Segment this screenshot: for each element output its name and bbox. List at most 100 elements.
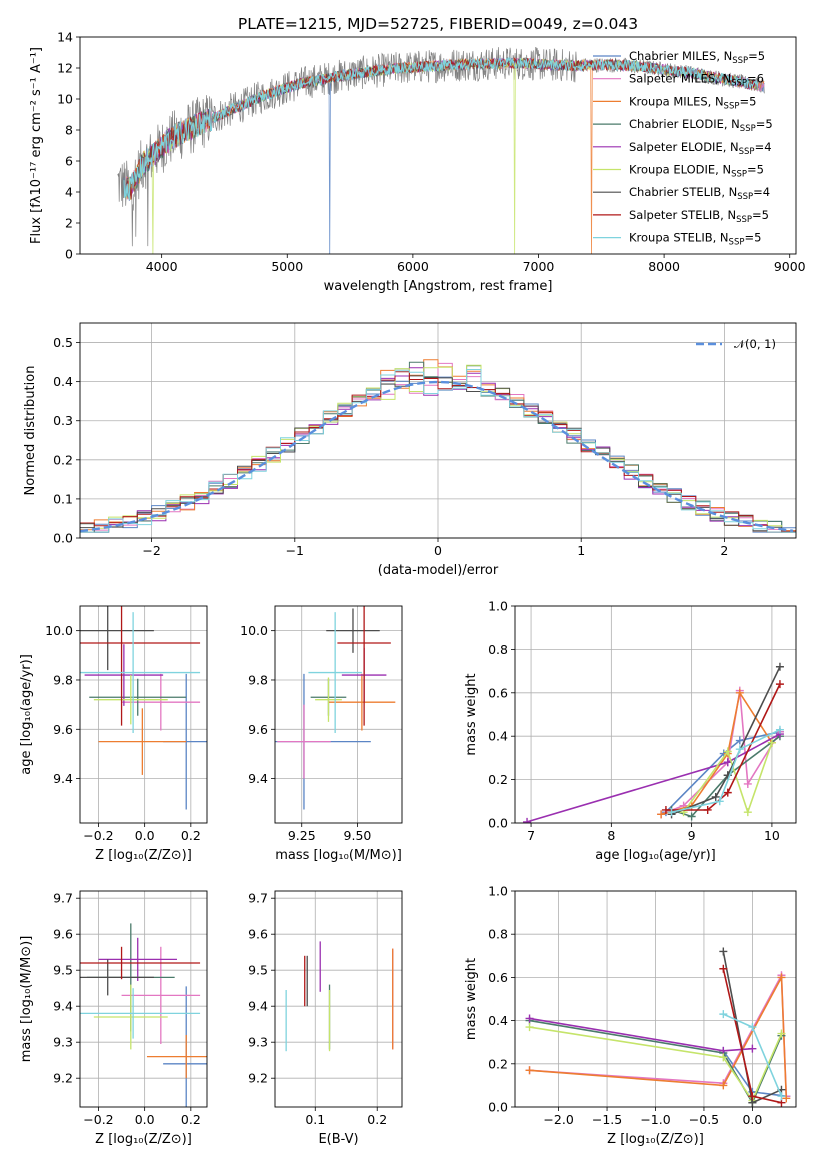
y-tick-label: 9.2 [248,1071,268,1086]
y-tick-label: 0.2 [488,772,508,787]
x-tick-label: 7 [527,828,535,843]
x-tick-label: 8 [607,828,615,843]
y-axis-label: mass [log₁₀(M/M⊙)] [19,936,34,1063]
plot-area [523,662,784,823]
legend-name: Chabrier ELODIE, N [629,117,740,131]
weight-marker [735,688,744,697]
x-axis-label: Z [log₁₀(Z/Z⊙)] [95,1132,192,1147]
plot-area [80,923,207,1107]
y-axis-label: Normed distribution [23,366,38,496]
legend-subscript: SSP [739,147,755,157]
x-tick-label: −1.0 [640,1112,670,1127]
y-tick-label: 10.0 [45,623,73,638]
legend-label: 𝒩(0, 1) [734,337,776,351]
legend-name: Kroupa ELODIE, N [629,163,731,177]
x-axis-label: (data-model)/error [378,563,499,578]
weight-marker [723,758,732,767]
x-tick-label: −1 [286,543,304,558]
weight-line-1 [665,731,781,813]
axes-frame [79,605,208,824]
legend-subscript: SSP [737,192,753,202]
weight-marker [657,810,666,819]
x-tick-label: 0 [434,543,442,558]
legend-count: =5 [739,94,756,108]
y-tick-label: 0.4 [488,1013,508,1028]
y-tick-label: 9.5 [248,963,268,978]
weight-marker [523,817,532,823]
legend-count: =4 [755,140,772,154]
weight-marker [715,797,724,806]
y-tick-label: 9.8 [248,672,268,687]
axes-frame [79,322,797,539]
y-tick-label: 9.2 [53,1071,73,1086]
weight-marker [719,947,728,956]
legend-label: Chabrier STELIB, NSSP=4 [629,185,770,202]
y-tick-label: 9.6 [53,927,73,942]
weight-marker [775,725,784,734]
weight-marker [525,1066,534,1075]
x-tick-label: 2 [720,543,728,558]
weight-marker [767,738,776,747]
weight-marker [777,973,786,982]
y-tick-label: 0.2 [53,452,73,467]
y-tick-label: 0.4 [53,374,73,389]
legend-subscript: SSP [724,101,740,111]
x-tick-label: −0.2 [83,1112,113,1127]
y-tick-label: 0 [65,247,73,262]
y-tick-label: 9.6 [248,927,268,942]
legend-label: Salpeter ELODIE, NSSP=4 [629,140,772,157]
weight-marker [687,812,696,821]
legend-name: Salpeter ELODIE, N [629,140,739,154]
weight-marker [525,1023,534,1032]
y-tick-label: 14 [57,30,73,45]
x-tick-label: 0.0 [135,828,155,843]
legend-count: =5 [756,117,773,131]
y-tick-label: 9.5 [53,963,73,978]
y-tick-label: 9.6 [248,722,268,737]
y-tick-label: 0.6 [488,685,508,700]
weight-line-3 [529,974,788,1099]
plot-area [285,941,394,1052]
x-axis-label: Z [log₁₀(Z/Z⊙)] [95,848,192,863]
y-tick-label: 0.1 [53,491,73,506]
y-tick-label: 2 [65,216,73,231]
residual-histogram-7 [80,375,796,538]
grid-lines [275,891,402,1107]
legend-count: =5 [752,208,769,222]
chart-title: PLATE=1215, MJD=52725, FIBERID=0049, z=0… [238,15,638,33]
x-tick-label: 0.2 [181,828,201,843]
y-tick-label: 1.0 [488,884,508,899]
x-tick-label: −0.2 [83,828,113,843]
legend-subscript: SSP [731,79,747,89]
weight-marker [525,1014,534,1023]
weight-marker [743,779,752,788]
weight-line-5 [529,1017,753,1052]
weight-marker [723,747,732,756]
y-tick-label: 9.3 [248,1035,268,1050]
weight-marker [661,805,670,814]
weight-marker [743,808,752,817]
legend-label: Chabrier MILES, NSSP=5 [629,49,765,66]
x-tick-label: 1 [577,543,585,558]
y-tick-label: 10.0 [240,623,268,638]
legend-name: Salpeter MILES, N [629,72,731,86]
weight-marker [723,788,732,797]
legend-name: Kroupa STELIB, N [629,231,729,245]
legend-count: =5 [748,49,765,63]
x-tick-label: −1.5 [592,1112,622,1127]
y-axis-label: mass weight [464,958,479,1040]
axes: −0.2 0.0 0.2 9.2 9.3 9.4 9.5 9.6 9.7 Z [log₁₀(Z/Z… [19,890,208,1147]
mass-vs-ebv-panel: 0.1 0.2 9.2 9.3 9.4 9.5 9.6 9.7 E(B-V) [248,890,403,1147]
weight-vs-age-panel: 7 8 9 10 0.0 0.2 0.4 0.6 0.8 1.0 age [log₁₀(age/yr… [464,599,797,863]
axes-frame [514,890,797,1108]
weight-marker [719,1081,728,1090]
x-tick-label: 6000 [397,259,429,274]
y-tick-label: 6 [65,154,73,169]
y-tick-label: 9.3 [53,1035,73,1050]
x-tick-label: 0.2 [181,1112,201,1127]
weight-marker [748,1044,757,1053]
axes: 4000 5000 6000 7000 8000 9000 0 2 4 6 8 10 12 14 wavel… [29,30,806,295]
weight-marker [775,662,784,671]
